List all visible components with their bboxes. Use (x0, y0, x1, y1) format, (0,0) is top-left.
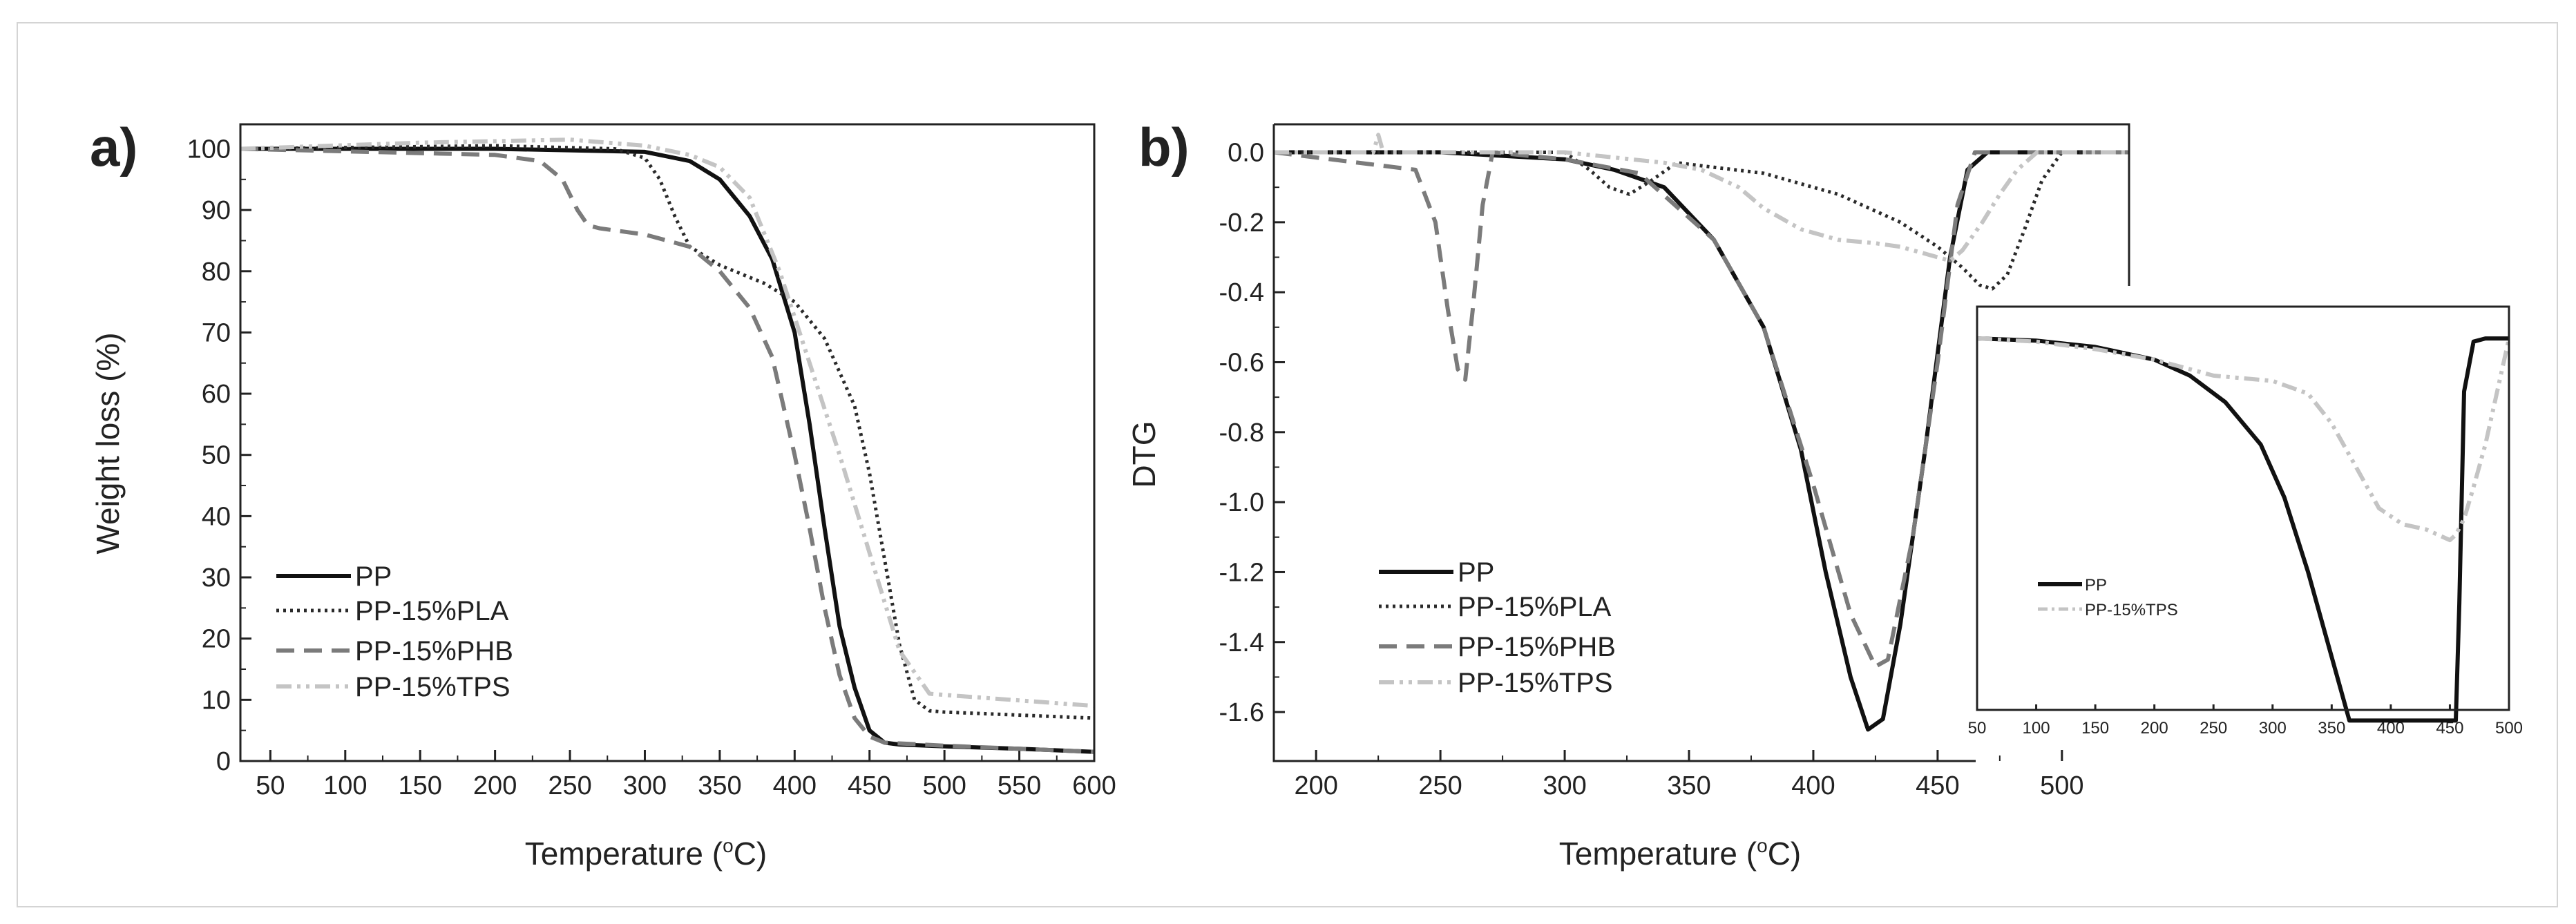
legend-b-label-pp: PP (1458, 557, 1494, 588)
panel-b-y-tick-label: -0.4 (1219, 278, 1264, 307)
panel-a-plot-frame (239, 123, 1096, 762)
panel-a-y-tick-label: 60 (202, 380, 231, 409)
panel-b-x-label-main: Temperature ( (1559, 836, 1757, 872)
panel-a-x-tick-label: 200 (473, 771, 517, 800)
panel-a-x-tick-label: 500 (922, 771, 966, 800)
panel-b-series-pp-15-pla (1274, 151, 2129, 291)
panel-b-y-tick-label: -0.8 (1219, 418, 1264, 447)
inset-x-tick-label: 500 (2495, 719, 2523, 738)
inset-background (1977, 307, 2509, 710)
panel-b-x-axis-label: Temperature (oC) (1559, 835, 1801, 872)
panel-a-label: a) (90, 117, 137, 177)
panel-a-x-tick-label: 350 (698, 771, 741, 800)
panel-a-series (240, 137, 1095, 754)
panel-a-y-tick-label: 0 (216, 747, 231, 776)
panel-a-y-tick-label: 80 (202, 258, 231, 287)
panel-b: b) DTG Temperature (oC) 200 250 300 350 400 4… (1126, 117, 2523, 872)
panel-b-inset: 50 100 150 200 250 300 350 400 450 500 PP PP-15%T… (1968, 305, 2523, 738)
inset-x-tick-label: 200 (2141, 719, 2168, 738)
inset-x-tick-label: 300 (2259, 719, 2287, 738)
panel-a-x-label-main: Temperature ( (525, 836, 723, 872)
panel-b-x-tick-label: 350 (1667, 771, 1710, 800)
panel-b-series-pp-15-tps (1274, 133, 2129, 263)
panel-b-x-tick-label: 200 (1294, 771, 1337, 800)
inset-x-tick-label: 350 (2318, 719, 2345, 738)
inset-ticks: 50 100 150 200 250 300 350 400 450 500 (1968, 704, 2523, 738)
panel-b-y-tick-label: -1.4 (1219, 628, 1264, 657)
panel-b-plot-frame (1272, 123, 2130, 762)
panel-b-x-label-unit: C) (1768, 836, 1802, 872)
inset-legend-label-pp: PP (2085, 576, 2107, 595)
panel-a-y-tick-label: 70 (202, 318, 231, 347)
panel-b-legend: PP PP-15%PLA PP-15%PHB PP-15%TPS (1379, 557, 1616, 698)
legend-b-label-phb: PP-15%PHB (1458, 632, 1616, 662)
panel-b-y-tick-label: -1.6 (1219, 698, 1264, 727)
panel-a-x-tick-label: 300 (623, 771, 667, 800)
inset-frame (1976, 305, 2510, 711)
panel-b-x-label-sup: o (1757, 835, 1768, 856)
panel-a-y-axis-label: Weight loss (%) (90, 332, 126, 554)
panel-a-x-tick-label: 100 (323, 771, 367, 800)
panel-b-series-pp-15-phb (1273, 150, 2129, 669)
panel-a-x-tick-label: 600 (1072, 771, 1116, 800)
inset-x-tick-label: 50 (1968, 719, 1987, 738)
inset-x-tick-label: 100 (2023, 719, 2050, 738)
legend-b-label-pla: PP-15%PLA (1458, 592, 1612, 622)
panel-b-x-tick-label: 250 (1418, 771, 1462, 800)
panel-a-x-tick-label: 50 (256, 771, 285, 800)
panel-a-series-pp-15-pla (240, 144, 1095, 720)
panel-a-x-axis-label: Temperature (oC) (525, 835, 767, 872)
panel-b-y-axis-label: DTG (1126, 421, 1162, 488)
panel-a-y-tick-label: 20 (202, 625, 231, 654)
panel-a-x-tick-label: 550 (998, 771, 1041, 800)
panel-b-series (1273, 133, 2129, 732)
panel-b-y-tick-label: -0.6 (1219, 348, 1264, 377)
panel-a-x-tick-label: 150 (399, 771, 442, 800)
panel-a-y-tick-label: 10 (202, 686, 231, 715)
legend-a-label-pla: PP-15%PLA (355, 596, 509, 626)
panel-b-ticks: 200 250 300 350 400 450 500 0.0 -0.2 -0.4 -0.6 -0.8… (1219, 139, 2084, 800)
panel-a-x-tick-label: 400 (773, 771, 817, 800)
inset-x-tick-label: 150 (2081, 719, 2109, 738)
panel-b-x-tick-label: 450 (1916, 771, 1959, 800)
panel-b-x-tick-label: 300 (1543, 771, 1586, 800)
panel-b-x-tick-label: 400 (1791, 771, 1835, 800)
panel-b-y-tick-label: -1.2 (1219, 558, 1264, 587)
panel-a-series-pp-15-phb (240, 146, 1095, 754)
legend-b-label-tps: PP-15%TPS (1458, 668, 1613, 698)
panel-a-legend: PP PP-15%PLA PP-15%PHB PP-15%TPS (276, 561, 513, 702)
panel-a-y-tick-label: 90 (202, 196, 231, 225)
legend-a-label-phb: PP-15%PHB (355, 636, 513, 666)
panel-a-y-tick-label: 30 (202, 564, 231, 593)
legend-a-label-pp: PP (355, 561, 392, 592)
panel-a-y-tick-label: 50 (202, 441, 231, 470)
inset-series (1976, 336, 2511, 723)
inset-legend-label-tps: PP-15%TPS (2085, 601, 2178, 619)
panel-b-y-tick-label: -1.0 (1219, 488, 1264, 517)
legend-a-label-tps: PP-15%TPS (355, 672, 511, 702)
panel-a-x-label-sup: o (723, 835, 734, 856)
inset-x-tick-label: 250 (2200, 719, 2227, 738)
panel-a-y-tick-label: 100 (187, 135, 231, 164)
panel-a-ticks: 50 100 150 200 250 300 350 400 450 500 550 600 0 10 20… (187, 135, 1116, 800)
panel-a-x-tick-label: 450 (848, 771, 891, 800)
panel-a-x-tick-label: 250 (548, 771, 591, 800)
panel-a-y-tick-label: 40 (202, 502, 231, 531)
panel-a: a) Weight loss (%) Temperature (oC) 50 10… (90, 117, 1116, 872)
inset-series-pp-15-tps (1976, 336, 2511, 543)
panel-b-y-tick-label: 0.0 (1228, 139, 1264, 168)
panel-b-y-tick-label: -0.2 (1219, 209, 1264, 238)
panel-b-x-tick-label: 500 (2040, 771, 2083, 800)
panel-b-label: b) (1138, 117, 1190, 177)
panel-a-series-pp-15-tps (240, 137, 1095, 709)
panel-a-x-label-unit: C) (734, 836, 767, 872)
